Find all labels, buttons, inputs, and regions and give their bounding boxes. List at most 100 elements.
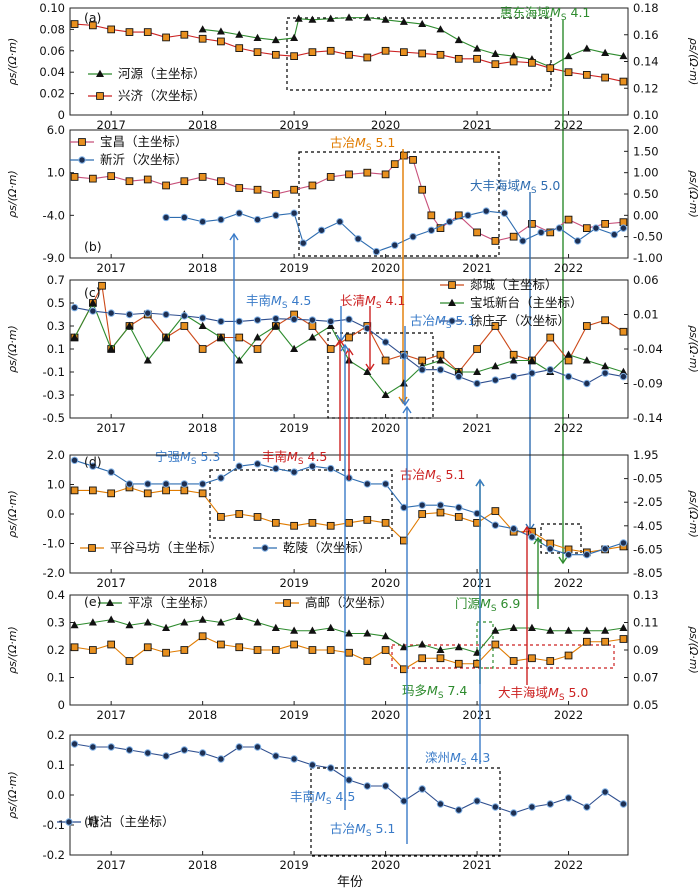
data-point: [89, 646, 97, 654]
data-point: [198, 314, 207, 322]
data-point: [327, 464, 335, 473]
data-point: [381, 519, 390, 527]
x-tick-label: 2017: [97, 708, 126, 722]
data-point: [143, 643, 152, 652]
y-tick-label-right: 0.01: [633, 308, 659, 322]
data-point: [198, 632, 207, 641]
legend-entry: 塘沽（主坐标）: [87, 814, 175, 829]
data-point: [454, 643, 463, 651]
data-point: [180, 177, 189, 186]
data-point: [143, 175, 152, 184]
data-point: [473, 44, 482, 52]
data-point: [98, 281, 106, 290]
data-point: [308, 181, 317, 190]
data-point: [400, 665, 408, 674]
data-point: [445, 218, 454, 226]
data-point: [455, 806, 463, 814]
y-tick-label-right: 0.16: [633, 28, 659, 42]
panel-label: (b): [84, 239, 102, 254]
data-point: [216, 333, 225, 341]
arrow-head: [340, 343, 350, 352]
data-point: [235, 510, 244, 518]
data-point: [509, 232, 518, 241]
data-point: [253, 743, 262, 751]
data-point: [308, 626, 317, 634]
data-point: [235, 30, 244, 38]
series-1: [70, 612, 628, 656]
data-point: [308, 519, 317, 527]
x-tick-label: 2019: [279, 118, 308, 132]
data-point: [89, 743, 97, 751]
data-point: [509, 657, 518, 665]
legend-marker: [78, 138, 86, 146]
data-point: [509, 623, 518, 631]
data-point: [217, 37, 225, 46]
y-tick-label-left: 0.04: [39, 65, 65, 79]
data-point: [144, 480, 152, 488]
data-point: [253, 333, 262, 341]
data-point: [454, 513, 463, 521]
data-point: [363, 629, 372, 637]
data-point: [399, 643, 408, 651]
x-tick-label: 2017: [97, 576, 126, 590]
data-point: [70, 486, 79, 495]
annotation-text: 古冶MS 5.1: [330, 821, 395, 839]
anomaly-box: [327, 332, 434, 419]
data-point: [391, 241, 399, 249]
data-point: [601, 637, 609, 646]
arrow-head: [475, 478, 485, 487]
data-point: [436, 25, 445, 33]
data-point: [601, 362, 610, 370]
legend-entry: 兴济（次坐标）: [118, 88, 206, 103]
data-point: [454, 54, 463, 63]
data-point: [198, 34, 207, 43]
data-point: [253, 215, 262, 224]
data-point: [70, 621, 79, 629]
data-point: [198, 25, 207, 33]
data-point: [619, 372, 628, 381]
y-axis-label-right: ρs/(Ω·m): [687, 170, 700, 218]
earthquake-annotation: 门源MS 6.9: [455, 536, 543, 614]
data-point: [198, 321, 207, 329]
data-point: [198, 173, 207, 181]
y-tick-label-right: -6.05: [633, 542, 663, 556]
data-point: [162, 33, 170, 42]
data-point: [326, 173, 335, 181]
y-tick-label-left: 0.3: [47, 319, 65, 333]
data-point: [253, 33, 262, 41]
data-point: [308, 462, 317, 470]
data-point: [381, 46, 390, 55]
data-point: [162, 623, 171, 631]
data-point: [107, 172, 116, 180]
data-point: [162, 480, 170, 488]
data-point: [381, 390, 390, 398]
data-point: [582, 44, 591, 52]
arrow-head: [558, 556, 568, 565]
data-point: [107, 489, 116, 498]
data-point: [144, 749, 152, 757]
data-point: [610, 230, 618, 239]
data-point: [70, 643, 79, 652]
y-tick-label-right: -4.05: [633, 519, 663, 533]
x-tick-label: 2019: [279, 261, 308, 275]
data-point: [217, 317, 225, 326]
legend-entry: 郯城（主坐标）: [470, 277, 558, 292]
y-tick-label-right: 0.12: [633, 81, 659, 95]
data-point: [253, 316, 262, 324]
data-point: [235, 209, 243, 217]
x-tick-label: 2021: [462, 858, 491, 872]
data-point: [528, 654, 536, 663]
data-point: [272, 752, 280, 760]
anomaly-box: [310, 767, 501, 857]
data-point: [308, 48, 317, 56]
data-point: [271, 35, 280, 44]
panel-label: (f): [84, 814, 98, 829]
series-1: [70, 740, 628, 817]
data-point: [294, 14, 303, 22]
y-tick-label-left: 0.2: [47, 728, 65, 742]
data-point: [290, 344, 299, 352]
y-tick-label-right: 1.50: [633, 144, 659, 158]
data-point: [290, 52, 298, 61]
y-tick-label-right: 1.95: [633, 448, 659, 462]
